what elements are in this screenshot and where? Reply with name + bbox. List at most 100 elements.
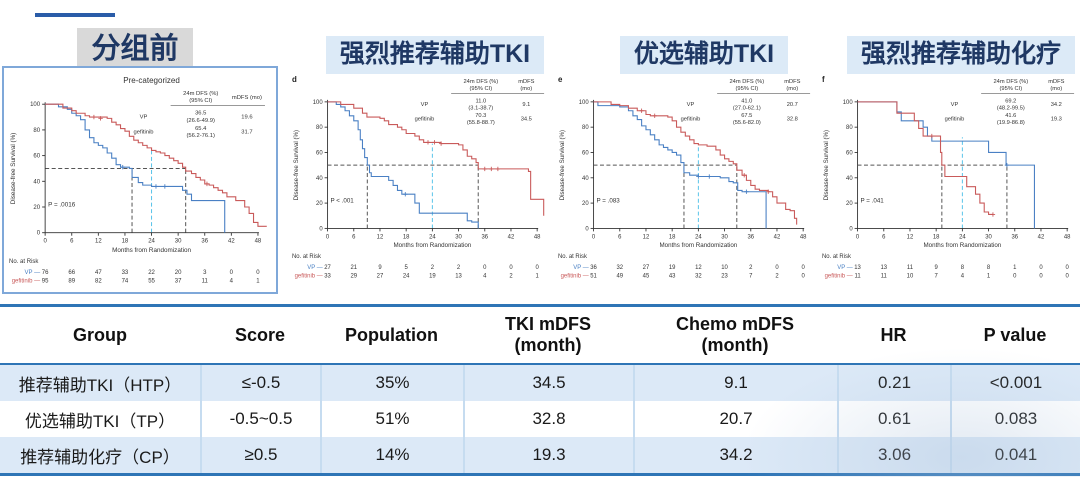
svg-text:12: 12 xyxy=(95,238,102,244)
svg-text:2: 2 xyxy=(431,265,434,271)
svg-text:36: 36 xyxy=(1011,234,1018,240)
svg-text:2: 2 xyxy=(775,273,778,279)
svg-text:6: 6 xyxy=(882,234,886,240)
svg-text:30: 30 xyxy=(455,234,462,240)
svg-text:(95% CI): (95% CI) xyxy=(1000,86,1023,92)
risk-row-label: VP — xyxy=(307,265,322,271)
censor-marks-VP xyxy=(1004,162,1010,168)
table-cell: ≤-0.5 xyxy=(200,365,320,401)
svg-text:23: 23 xyxy=(721,273,728,279)
svg-text:80: 80 xyxy=(846,125,853,131)
svg-text:24m DFS (%): 24m DFS (%) xyxy=(183,91,218,97)
panel-header-label: 优选辅助TKI xyxy=(619,36,789,74)
svg-text:100: 100 xyxy=(30,102,41,108)
svg-text:27: 27 xyxy=(324,265,331,271)
svg-text:95: 95 xyxy=(42,278,49,284)
svg-text:29: 29 xyxy=(350,273,357,279)
table-cell: 0.083 xyxy=(950,401,1080,437)
inset-series-label: VP xyxy=(951,102,959,108)
panel-letter: d xyxy=(292,75,297,84)
svg-text:No. at Risk: No. at Risk xyxy=(292,254,321,260)
svg-text:42: 42 xyxy=(1038,234,1045,240)
p-value-text: P = .083 xyxy=(597,198,621,205)
censor-marks-gefitinib xyxy=(425,140,501,172)
svg-text:4: 4 xyxy=(483,273,487,279)
svg-text:89: 89 xyxy=(68,278,75,284)
svg-text:12: 12 xyxy=(377,234,384,240)
inset-series-label: gefitinib xyxy=(133,129,153,135)
svg-text:0: 0 xyxy=(592,234,596,240)
svg-text:19.6: 19.6 xyxy=(241,114,252,120)
svg-text:47: 47 xyxy=(95,269,102,275)
svg-text:36: 36 xyxy=(747,234,754,240)
svg-text:0: 0 xyxy=(1066,273,1070,279)
svg-text:2: 2 xyxy=(457,265,460,271)
svg-text:7: 7 xyxy=(935,273,938,279)
svg-text:0: 0 xyxy=(775,265,779,271)
table-cell: 34.2 xyxy=(633,437,837,473)
table-cell: 3.06 xyxy=(837,437,950,473)
svg-text:42: 42 xyxy=(774,234,781,240)
y-axis-label: Disease-free Survival (%) xyxy=(823,130,830,201)
svg-text:mDFS: mDFS xyxy=(518,79,534,85)
svg-text:(19.9-86.8): (19.9-86.8) xyxy=(997,120,1025,126)
svg-text:(mo): (mo) xyxy=(1050,86,1062,92)
svg-text:19: 19 xyxy=(429,273,436,279)
svg-text:67.5: 67.5 xyxy=(741,113,752,119)
inset-series-label: VP xyxy=(421,102,429,108)
censor-marks-VP xyxy=(403,192,408,197)
svg-text:24: 24 xyxy=(959,234,966,240)
svg-text:76: 76 xyxy=(42,269,49,275)
censor-marks-gefitinib xyxy=(91,114,210,186)
km-curve-gefitinib xyxy=(593,101,798,225)
svg-text:7: 7 xyxy=(749,273,752,279)
svg-text:42: 42 xyxy=(508,234,515,240)
svg-text:3: 3 xyxy=(203,269,207,275)
svg-text:24: 24 xyxy=(429,234,436,240)
svg-text:mDFS: mDFS xyxy=(784,79,800,85)
p-value-text: P < .001 xyxy=(331,198,355,205)
svg-text:36: 36 xyxy=(590,265,597,271)
svg-text:22: 22 xyxy=(148,269,155,275)
svg-text:11: 11 xyxy=(881,273,887,279)
svg-text:0: 0 xyxy=(483,265,487,271)
risk-row-label: VP — xyxy=(837,265,852,271)
table-header-cell: P value xyxy=(983,324,1047,345)
svg-text:34.2: 34.2 xyxy=(1051,102,1062,108)
svg-text:0: 0 xyxy=(856,234,860,240)
summary-table: Group Score Population TKI mDFS (month) Chem… xyxy=(0,304,1080,476)
axis-ticks: 0 6 12 18 24 30 36 42 48 0 20 40 60 80 100 xyxy=(843,100,1071,240)
svg-text:2: 2 xyxy=(509,273,512,279)
inset-series-label: gefitinib xyxy=(681,117,701,123)
svg-text:45: 45 xyxy=(643,273,650,279)
table-cell: 19.3 xyxy=(463,437,633,473)
svg-text:(95% CI): (95% CI) xyxy=(736,86,759,92)
panel-header-label: 强烈推荐辅助TKI xyxy=(325,36,545,74)
svg-text:8: 8 xyxy=(987,265,991,271)
svg-text:6: 6 xyxy=(618,234,622,240)
svg-text:18: 18 xyxy=(933,234,940,240)
svg-text:1: 1 xyxy=(987,273,990,279)
svg-text:5: 5 xyxy=(405,265,409,271)
stats-inset: 24m DFS (%)(95% CI) mDFS(mo) VP 41.0(27.0-6… xyxy=(681,79,811,126)
svg-text:40: 40 xyxy=(846,176,853,182)
table-cell: 9.1 xyxy=(633,365,837,401)
svg-text:48: 48 xyxy=(255,238,262,244)
svg-text:18: 18 xyxy=(669,234,676,240)
table-cell: 51% xyxy=(320,401,463,437)
svg-text:20: 20 xyxy=(316,201,323,207)
svg-text:0: 0 xyxy=(1039,273,1043,279)
svg-text:9: 9 xyxy=(935,265,939,271)
svg-text:43: 43 xyxy=(669,273,676,279)
svg-text:30: 30 xyxy=(721,234,728,240)
svg-text:24m DFS (%): 24m DFS (%) xyxy=(993,79,1028,85)
panel-header-strong-tki: 强烈推荐辅助TKI xyxy=(312,36,558,74)
panel-header-pre-categorized: 分组前 xyxy=(55,28,215,72)
svg-text:24: 24 xyxy=(695,234,702,240)
svg-text:24: 24 xyxy=(148,238,155,244)
svg-text:10: 10 xyxy=(907,273,914,279)
table-cell: <0.001 xyxy=(950,365,1080,401)
svg-text:9: 9 xyxy=(378,265,382,271)
